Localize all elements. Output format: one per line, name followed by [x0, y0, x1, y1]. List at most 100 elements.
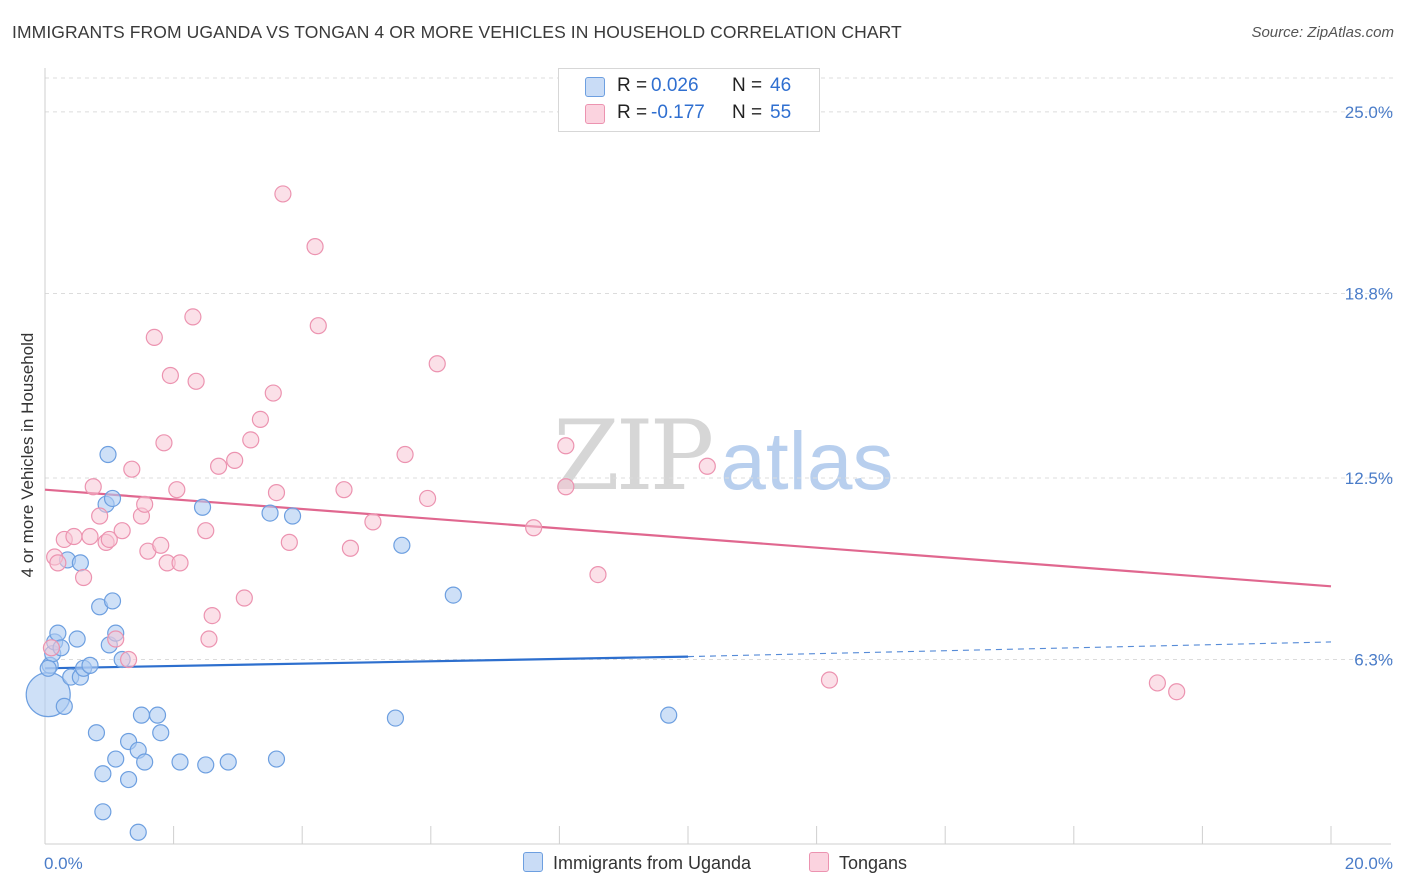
data-point-uganda: [132, 706, 151, 724]
data-point-tongan: [113, 522, 131, 540]
data-point-uganda: [261, 504, 279, 522]
data-point-tongan: [210, 457, 228, 475]
data-point-tongan: [525, 519, 543, 537]
data-point-uganda: [71, 554, 89, 572]
data-point-uganda: [148, 706, 167, 724]
data-point-tongan: [364, 513, 382, 531]
data-point-uganda: [99, 445, 117, 464]
data-point-tongan: [280, 533, 298, 551]
legend-n-value: 55: [770, 102, 792, 123]
data-point-uganda: [107, 750, 125, 768]
data-point-tongan: [197, 522, 215, 540]
data-point-tongan: [418, 489, 437, 508]
data-point-tongan: [136, 495, 154, 513]
data-point-tongan: [65, 527, 83, 546]
data-point-uganda: [193, 498, 212, 516]
legend-swatch-uganda: [585, 77, 605, 97]
data-point-uganda: [103, 592, 122, 610]
data-point-tongan: [200, 630, 218, 648]
data-point-uganda: [393, 536, 411, 554]
axes: [44, 68, 1391, 845]
data-point-tongan: [274, 185, 292, 203]
data-point-tongan: [264, 384, 282, 402]
data-point-tongan: [100, 530, 118, 549]
data-point-tongan: [698, 457, 716, 475]
data-point-tongan: [242, 431, 260, 449]
data-point-tongan: [335, 481, 353, 499]
data-point-tongan: [820, 671, 839, 689]
bottom-legend-uganda: Immigrants from Uganda: [523, 852, 751, 874]
data-point-tongan: [203, 606, 221, 625]
data-point-tongan: [309, 317, 327, 335]
data-point-uganda: [94, 765, 112, 783]
x-tick-label: 20.0%: [1345, 854, 1393, 873]
correlation-legend: R = 0.026 N = 46 R = -0.177 N = 55: [558, 68, 820, 132]
legend-r-value: 0.026: [651, 75, 699, 96]
source-label: Source: ZipAtlas.com: [1251, 24, 1394, 41]
data-point-tongan: [341, 539, 360, 557]
data-point-uganda: [129, 823, 147, 841]
chart-title: IMMIGRANTS FROM UGANDA VS TONGAN 4 OR MO…: [12, 22, 902, 42]
data-point-uganda: [386, 709, 405, 727]
data-point-tongan: [589, 565, 607, 584]
tick-labels: 6.3% 12.5% 18.8% 25.0% 0.0% 20.0%: [44, 103, 1393, 873]
legend-r-value: -0.177: [651, 102, 705, 123]
data-point-uganda: [219, 753, 237, 771]
data-point-tongan: [267, 484, 286, 502]
data-point-tongan: [42, 639, 61, 657]
data-point-tongan: [145, 328, 163, 347]
data-point-uganda: [119, 770, 138, 789]
series-tongan-points: [42, 185, 1186, 701]
data-point-uganda: [94, 803, 112, 821]
data-point-uganda: [267, 750, 286, 768]
data-point-uganda: [152, 724, 170, 742]
data-point-tongan: [235, 589, 253, 607]
watermark-zip: ZIP: [553, 400, 714, 512]
y-tick-label: 25.0%: [1345, 103, 1393, 122]
data-point-tongan: [226, 451, 244, 469]
trend-line-uganda-extension: [687, 641, 1332, 658]
legend-r-key: R =: [617, 102, 648, 123]
data-point-uganda: [68, 630, 86, 648]
grid-lines: [45, 77, 1394, 661]
data-point-tongan: [155, 434, 173, 452]
data-point-tongan: [161, 366, 179, 385]
data-point-tongan: [123, 460, 141, 478]
x-tick-label: 0.0%: [44, 854, 83, 873]
data-point-tongan: [1168, 683, 1186, 701]
data-point-tongan: [74, 568, 93, 587]
data-point-tongan: [49, 554, 67, 572]
y-tick-label: 18.8%: [1345, 284, 1393, 303]
data-point-uganda: [660, 706, 678, 724]
data-point-tongan: [1148, 674, 1166, 692]
data-point-tongan: [557, 437, 575, 455]
legend-r-key: R =: [617, 75, 648, 96]
watermark: ZIP atlas: [553, 400, 893, 512]
legend-n-value: 46: [770, 75, 792, 96]
bottom-legend-label-uganda: Immigrants from Uganda: [553, 853, 752, 873]
bottom-legend-label-tongan: Tongans: [839, 853, 908, 873]
legend-swatch-tongan: [585, 104, 605, 124]
data-point-tongan: [396, 445, 414, 464]
bottom-legend-tongan: Tongans: [809, 852, 907, 874]
data-point-tongan: [251, 410, 270, 428]
legend-n-key: N =: [732, 75, 763, 96]
data-point-tongan: [187, 372, 205, 390]
data-point-uganda: [283, 507, 302, 525]
data-point-uganda: [171, 753, 189, 771]
data-point-tongan: [171, 554, 189, 572]
data-point-uganda: [103, 489, 122, 508]
data-point-uganda: [136, 753, 154, 771]
data-point-uganda: [49, 624, 67, 642]
y-tick-label: 6.3%: [1354, 651, 1393, 670]
data-point-tongan: [81, 527, 99, 546]
data-point-uganda: [55, 697, 73, 715]
trend-line-tongan: [44, 488, 1332, 588]
data-point-tongan: [152, 536, 170, 554]
bottom-legend-swatch-uganda: [523, 852, 543, 872]
data-point-tongan: [557, 478, 575, 496]
bottom-legend-swatch-tongan: [809, 852, 829, 872]
data-point-tongan: [107, 630, 125, 648]
data-point-tongan: [91, 507, 109, 525]
